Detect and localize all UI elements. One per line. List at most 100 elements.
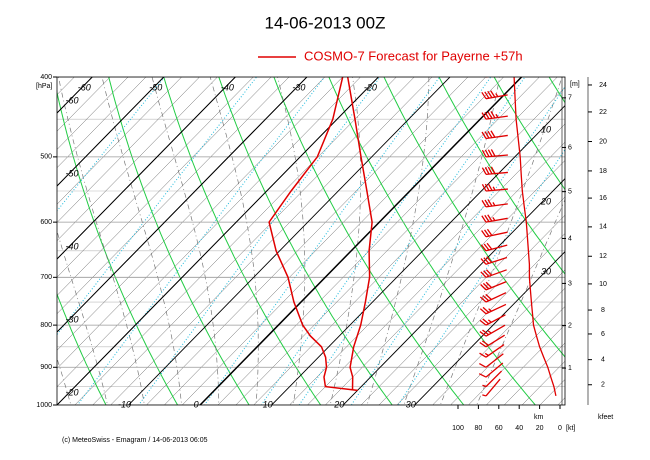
moist-adiabat bbox=[209, 77, 259, 405]
dry-adiabat bbox=[493, 77, 565, 191]
isotherm bbox=[342, 178, 565, 405]
isotherm-minor bbox=[360, 196, 565, 405]
isotherm-minor bbox=[432, 269, 565, 405]
wind-barb bbox=[482, 370, 503, 388]
isotherm-minor bbox=[521, 360, 565, 405]
wind-barb bbox=[479, 353, 504, 368]
km-tick-label: 7 bbox=[568, 95, 572, 102]
isotherm-minor bbox=[235, 77, 558, 405]
isotherm bbox=[199, 77, 523, 405]
x-tick-label: 0 bbox=[558, 425, 562, 432]
wind-barb bbox=[479, 303, 507, 315]
y-tick-label: 900 bbox=[40, 364, 52, 371]
wind-barb bbox=[485, 77, 490, 78]
isotherm-minor bbox=[57, 77, 326, 351]
isotherm-minor bbox=[57, 77, 182, 205]
moist-adiabat bbox=[277, 77, 306, 405]
isotherm-minor bbox=[612, 59, 650, 423]
isotherm-minor bbox=[577, 59, 650, 423]
wind-barb bbox=[481, 130, 508, 140]
isotherm-label: -50 bbox=[65, 168, 78, 178]
isotherm bbox=[57, 77, 236, 260]
kfeet-tick-label: 22 bbox=[599, 109, 607, 116]
isotherm-label: 10 bbox=[263, 399, 273, 409]
isotherm-minor bbox=[57, 77, 129, 150]
km-tick-label: 2 bbox=[568, 322, 572, 329]
kfeet-tick-label: 8 bbox=[601, 307, 605, 314]
wind-barb bbox=[480, 269, 507, 278]
dry-adiabat bbox=[328, 77, 536, 405]
wind-barb bbox=[481, 111, 508, 120]
profile-line bbox=[346, 77, 373, 391]
isotherm bbox=[414, 251, 565, 405]
wind-barb bbox=[480, 242, 508, 252]
kfeet-tick-label: 12 bbox=[599, 253, 607, 260]
moist-adiabat bbox=[403, 77, 501, 405]
mixing-ratio-line bbox=[298, 77, 526, 405]
dry-adiabat bbox=[108, 77, 250, 405]
profiles bbox=[268, 77, 557, 397]
y-tick-label: 1000 bbox=[36, 402, 52, 409]
moist-adiabat bbox=[57, 356, 72, 405]
kfeet-tick-label: 2 bbox=[601, 382, 605, 389]
kfeet-tick-label: 16 bbox=[599, 195, 607, 202]
isotherm-label: 20 bbox=[333, 399, 344, 409]
isotherm-label: -20 bbox=[364, 82, 377, 92]
isotherm bbox=[57, 77, 380, 405]
isotherm-minor bbox=[468, 306, 565, 405]
km-tick-label: 3 bbox=[568, 280, 572, 287]
wind-barb bbox=[480, 281, 507, 291]
isotherm-minor bbox=[307, 141, 565, 405]
isotherm-minor bbox=[450, 287, 565, 405]
kfeet-axis-label: kfeet bbox=[598, 414, 613, 421]
isotherm-label: -30 bbox=[65, 314, 78, 324]
isotherm-minor bbox=[503, 342, 565, 405]
dry-adiabat bbox=[383, 77, 565, 358]
dry-adiabat bbox=[57, 292, 107, 405]
isotherm-minor bbox=[485, 324, 565, 405]
isotherm-minor bbox=[396, 233, 565, 405]
kfeet-tick-label: 4 bbox=[601, 356, 605, 363]
isotherm-minor bbox=[110, 77, 433, 405]
isotherm-label: -40 bbox=[221, 82, 234, 92]
km-tick-label: 1 bbox=[568, 365, 572, 372]
isotherm-minor bbox=[0, 59, 21, 423]
isotherm-minor bbox=[0, 59, 39, 423]
y-tick-label: 700 bbox=[40, 274, 52, 281]
moist-adiabat bbox=[439, 77, 563, 405]
y-tick-label: 400 bbox=[40, 74, 52, 81]
isotherm bbox=[57, 77, 308, 333]
isotherm-label: -60 bbox=[78, 82, 91, 92]
wind-barb bbox=[479, 324, 506, 337]
moist-adiabat bbox=[366, 77, 430, 405]
chart-title: 14-06-2013 00Z bbox=[265, 13, 386, 32]
dry-adiabat bbox=[218, 77, 393, 405]
dry-adiabat bbox=[548, 77, 565, 104]
side-label: 10 bbox=[541, 124, 551, 134]
isotherm-minor bbox=[57, 77, 236, 260]
mixing-ratio-line bbox=[138, 77, 381, 405]
dry-adiabat bbox=[57, 90, 179, 405]
isotherm bbox=[57, 77, 165, 187]
legend-label: COSMO-7 Forecast for Payerne +57h bbox=[304, 48, 523, 63]
wind-barb bbox=[482, 378, 501, 397]
y-axis-label: [hPa] bbox=[36, 83, 52, 90]
mixing-ratio-line bbox=[57, 77, 166, 212]
x-tick-label: 60 bbox=[495, 425, 503, 432]
x-axis-label: [kt] bbox=[566, 425, 575, 432]
moist-adiabat bbox=[151, 77, 220, 405]
moist-adiabat bbox=[58, 77, 145, 405]
plot-frame bbox=[56, 76, 566, 406]
wind-barb bbox=[481, 228, 508, 238]
dry-adiabat bbox=[163, 77, 322, 405]
isotherm bbox=[271, 105, 565, 405]
isotherm-minor bbox=[146, 77, 469, 405]
wind-barb bbox=[481, 199, 508, 208]
wind-barb bbox=[481, 214, 508, 223]
x-tick-label: 20 bbox=[536, 425, 544, 432]
isotherm-label: -50 bbox=[149, 82, 162, 92]
profile-line bbox=[268, 77, 358, 392]
dry-adiabat bbox=[273, 77, 465, 405]
isotherm-minor bbox=[164, 77, 487, 405]
